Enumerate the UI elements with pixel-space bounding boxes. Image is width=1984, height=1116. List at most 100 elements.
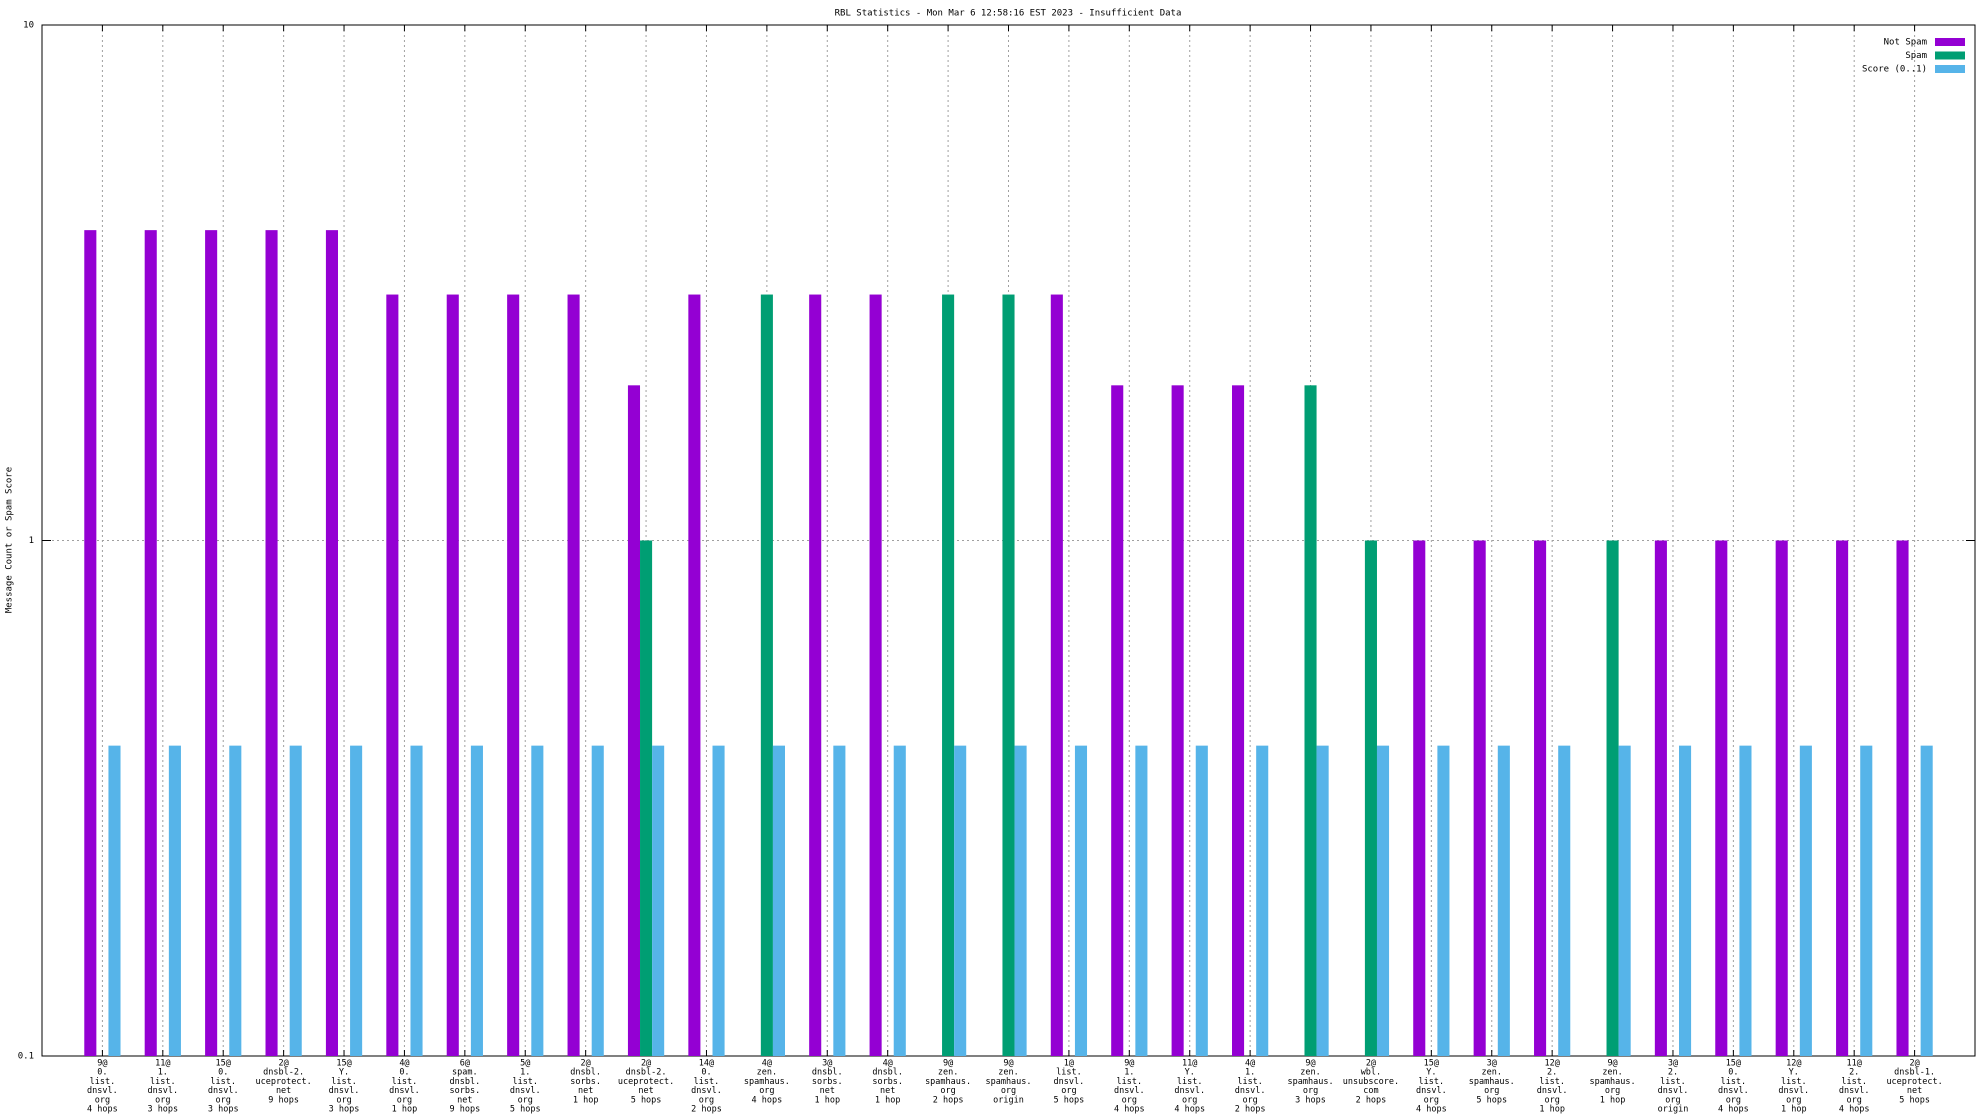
legend-swatch — [1935, 38, 1965, 46]
x-tick-label: 0. — [399, 1068, 409, 1078]
x-tick-label: org — [336, 1095, 351, 1105]
x-tick-label: spamhaus. — [925, 1077, 971, 1087]
x-tick-label: spam. — [452, 1068, 478, 1078]
x-tick-label: list. — [1056, 1068, 1082, 1078]
x-tick-label: 1 hop — [392, 1105, 418, 1115]
x-tick-label: sorbs. — [812, 1077, 843, 1087]
x-tick-label: net — [457, 1095, 472, 1105]
x-tick-label: org — [518, 1095, 533, 1105]
x-tick-label: 0. — [97, 1068, 107, 1078]
bar — [1497, 745, 1510, 1056]
x-tick-label: org — [397, 1095, 412, 1105]
chart-title: RBL Statistics - Mon Mar 6 12:58:16 EST … — [835, 9, 1182, 19]
x-tick-label: 9@ — [943, 1059, 953, 1069]
bar — [1437, 745, 1450, 1056]
x-tick-label: dnsvl. — [510, 1086, 541, 1096]
x-tick-label: 4 hops — [1839, 1105, 1870, 1115]
x-tick-label: 15@ — [216, 1059, 231, 1069]
x-tick-label: Y. — [339, 1068, 349, 1078]
bar — [1014, 745, 1027, 1056]
bar — [1775, 540, 1788, 1056]
x-tick-label: 11@ — [1847, 1059, 1862, 1069]
x-tick-label: 9@ — [97, 1059, 107, 1069]
bar — [1473, 540, 1486, 1056]
bar — [688, 294, 701, 1056]
x-tick-label: list. — [210, 1077, 236, 1087]
x-tick-label: 5@ — [520, 1059, 530, 1069]
x-tick-label: org — [699, 1095, 714, 1105]
x-tick-label: 2@ — [1366, 1059, 1376, 1069]
x-tick-label: dnsvl. — [1658, 1086, 1689, 1096]
x-tick-label: list. — [1117, 1077, 1143, 1087]
bar — [410, 745, 423, 1056]
bar — [265, 230, 278, 1057]
bar — [772, 745, 785, 1056]
x-tick-label: dnsvl. — [691, 1086, 722, 1096]
x-tick-label: list. — [150, 1077, 176, 1087]
x-tick-label: zen. — [998, 1068, 1018, 1078]
bar — [289, 745, 302, 1056]
x-tick-label: com — [1363, 1086, 1378, 1096]
x-tick-label: org — [1544, 1095, 1559, 1105]
x-tick-label: org — [1665, 1095, 1680, 1105]
x-tick-label: list. — [1721, 1077, 1747, 1087]
x-tick-label: list. — [1781, 1077, 1807, 1087]
x-tick-label: net — [578, 1086, 593, 1096]
bar — [1558, 745, 1571, 1056]
bar — [1654, 540, 1667, 1056]
x-tick-label: org — [216, 1095, 231, 1105]
bar — [1050, 294, 1063, 1056]
x-tick-label: org — [1061, 1086, 1076, 1096]
bar — [470, 745, 483, 1056]
bar — [507, 294, 520, 1056]
x-tick-label: dnsvl. — [1778, 1086, 1809, 1096]
bar — [942, 294, 955, 1056]
bar — [1232, 385, 1245, 1056]
x-tick-label: 12@ — [1786, 1059, 1801, 1069]
x-tick-label: 3 hops — [1295, 1095, 1326, 1105]
x-tick-label: zen. — [1602, 1068, 1622, 1078]
legend-label: Score (0..1) — [1862, 65, 1927, 75]
x-tick-label: net — [820, 1086, 835, 1096]
x-tick-label: 0. — [1728, 1068, 1738, 1078]
bar — [1679, 745, 1692, 1056]
bar — [1860, 745, 1873, 1056]
x-tick-label: dnsvl. — [1114, 1086, 1145, 1096]
x-tick-label: dnsvl. — [1054, 1077, 1085, 1087]
x-tick-label: 2. — [1668, 1068, 1678, 1078]
bar — [954, 745, 967, 1056]
x-tick-label: list. — [1841, 1077, 1867, 1087]
x-tick-label: dnsbl. — [812, 1068, 843, 1078]
x-tick-label: 4 hops — [752, 1095, 783, 1105]
x-tick-label: org — [155, 1095, 170, 1105]
x-tick-label: wbl. — [1361, 1068, 1381, 1078]
bar — [144, 230, 157, 1057]
x-tick-label: dnsvl. — [1839, 1086, 1870, 1096]
x-tick-label: 1 hop — [814, 1095, 840, 1105]
x-tick-label: 2. — [1849, 1068, 1859, 1078]
x-tick-label: dnsvl. — [389, 1086, 420, 1096]
x-tick-label: 3 hops — [208, 1105, 239, 1115]
x-tick-label: 5 hops — [631, 1095, 662, 1105]
x-tick-label: 9@ — [1305, 1059, 1315, 1069]
x-tick-label: 5 hops — [510, 1105, 541, 1115]
x-tick-label: 11@ — [155, 1059, 170, 1069]
bar — [229, 745, 242, 1056]
x-tick-label: org — [1242, 1095, 1257, 1105]
x-tick-label: net — [638, 1086, 653, 1096]
bar — [1304, 385, 1317, 1056]
x-tick-label: list. — [392, 1077, 418, 1087]
x-tick-label: org — [1303, 1086, 1318, 1096]
x-tick-label: 4 hops — [1416, 1105, 1447, 1115]
bar — [1135, 745, 1148, 1056]
bar — [1256, 745, 1269, 1056]
x-tick-label: dnsvl. — [329, 1086, 360, 1096]
x-tick-label: uceprotect. — [1886, 1077, 1942, 1087]
x-tick-label: list. — [1177, 1077, 1203, 1087]
x-tick-label: org — [1182, 1095, 1197, 1105]
x-tick-label: 9 hops — [449, 1105, 480, 1115]
x-tick-label: 14@ — [699, 1059, 714, 1069]
x-tick-label: org — [1605, 1086, 1620, 1096]
x-tick-label: list. — [331, 1077, 357, 1087]
x-tick-label: net — [880, 1086, 895, 1096]
